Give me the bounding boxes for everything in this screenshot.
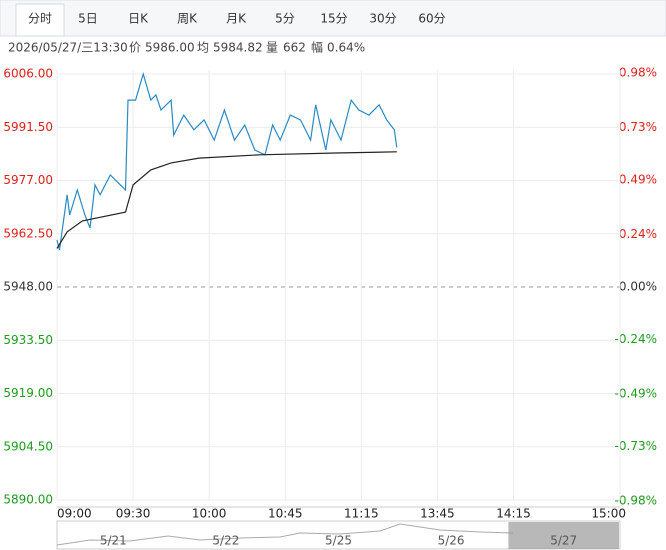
y-tick-label: 5977.00 xyxy=(3,173,53,187)
tab-bar xyxy=(0,0,666,37)
tab[interactable]: 日K xyxy=(128,12,149,26)
y-tick-label: 6006.00 xyxy=(3,67,53,81)
info-range: 0.64% xyxy=(327,41,365,55)
y-tick-label: 5948.00 xyxy=(3,280,53,294)
y-tick-label: 5904.50 xyxy=(3,439,53,453)
y2-tick-label: 0.73% xyxy=(619,120,657,134)
x-tick-label: 09:30 xyxy=(116,507,151,521)
navigator-date: 5/21 xyxy=(100,534,127,548)
info-label: 价 xyxy=(129,41,141,55)
y2-tick-label: 0.49% xyxy=(619,172,657,186)
info-label: 均 xyxy=(197,41,209,55)
tab[interactable]: 15分 xyxy=(320,12,347,26)
tab[interactable]: 周K xyxy=(177,12,198,26)
y2-tick-label: 0.98% xyxy=(619,65,657,79)
x-tick-label: 10:00 xyxy=(192,507,227,521)
tab[interactable]: 60分 xyxy=(418,12,445,26)
y-tick-label: 5890.00 xyxy=(3,493,53,507)
tab[interactable]: 分时 xyxy=(28,12,52,26)
x-tick-label: 11:15 xyxy=(344,507,379,521)
navigator-window[interactable] xyxy=(508,522,619,549)
price-line xyxy=(56,71,398,251)
y-tick-label: 5991.50 xyxy=(3,120,53,134)
y-tick-label: 5919.00 xyxy=(3,386,53,400)
info-label: 幅 xyxy=(311,40,323,55)
info-datetime: 2026/05/27/三13:30 xyxy=(8,41,128,55)
tab-selected[interactable] xyxy=(15,3,65,37)
x-tick-label: 13:45 xyxy=(420,507,455,521)
x-tick-label: 09:00 xyxy=(57,507,92,521)
navigator-date: 5/25 xyxy=(325,534,352,548)
price-line xyxy=(56,151,397,249)
y2-tick-label: -0.49% xyxy=(615,387,657,401)
tab[interactable]: 5分 xyxy=(275,12,295,26)
info-volume: 662 xyxy=(283,41,306,55)
tab[interactable]: 月K xyxy=(226,12,247,26)
navigator-date: 5/27 xyxy=(550,534,577,548)
navigator-line xyxy=(56,523,514,546)
navigator-date: 5/22 xyxy=(212,534,239,548)
y2-tick-label: -0.24% xyxy=(615,332,657,346)
info-price: 5986.00 xyxy=(145,41,195,55)
y2-tick-label: -0.73% xyxy=(615,439,657,453)
x-tick-label: 14:15 xyxy=(496,507,531,521)
y2-tick-label: 0.24% xyxy=(619,227,657,241)
x-tick-label: 15:00 xyxy=(591,507,626,521)
y2-tick-label: 0.00% xyxy=(619,280,657,294)
x-tick-label: 10:45 xyxy=(268,507,303,521)
tab[interactable]: 5日 xyxy=(78,12,98,26)
navigator-date: 5/26 xyxy=(438,534,465,548)
y-tick-label: 5933.50 xyxy=(3,333,53,347)
y-tick-label: 5962.50 xyxy=(3,226,53,240)
info-label: 量 xyxy=(266,41,278,55)
y2-tick-label: -0.98% xyxy=(615,494,657,508)
tab[interactable]: 30分 xyxy=(369,12,396,26)
info-avg: 5984.82 xyxy=(213,41,263,55)
